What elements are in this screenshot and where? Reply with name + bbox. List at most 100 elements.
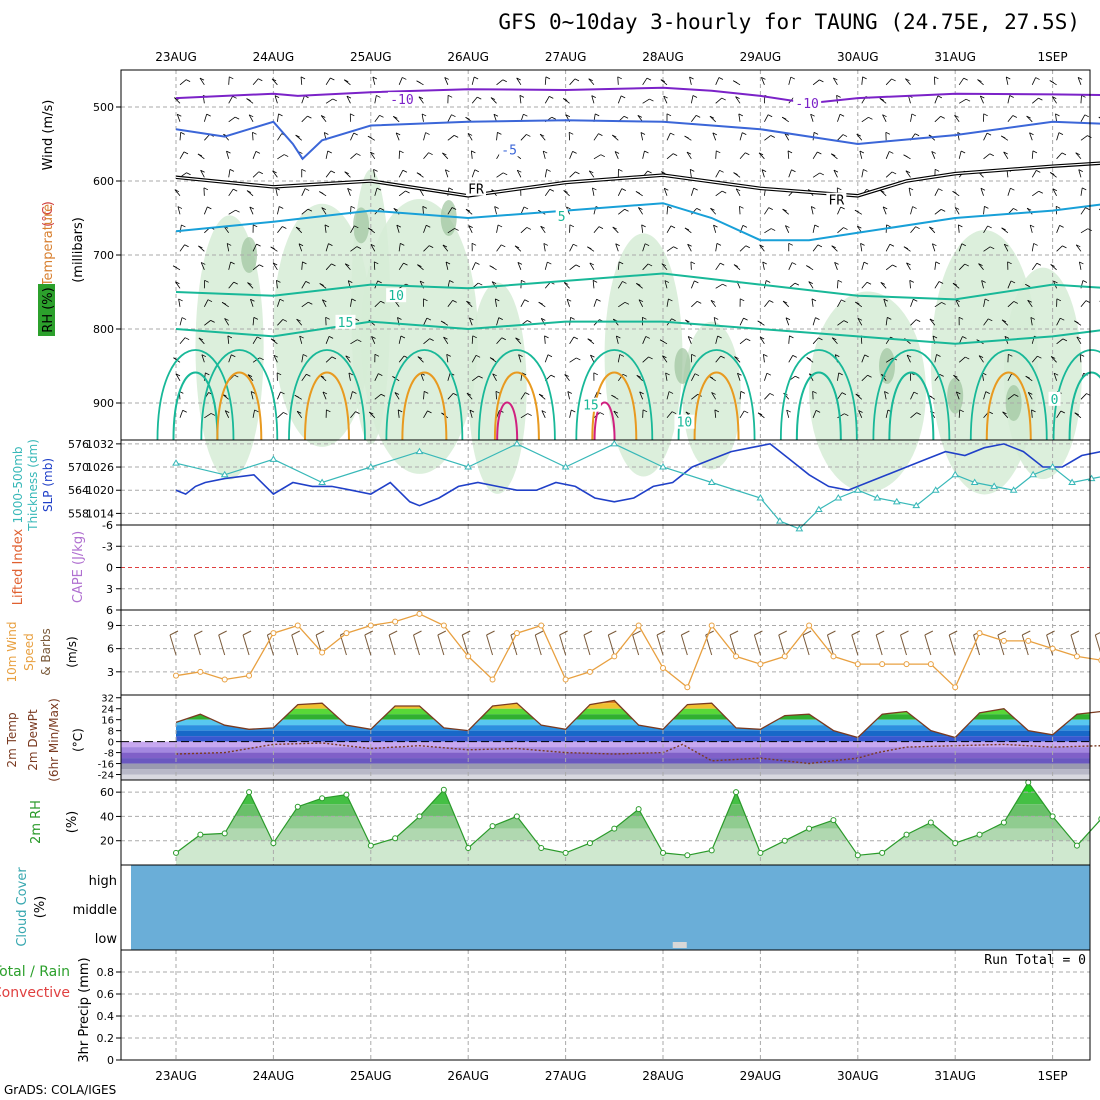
rh2m-point — [270, 840, 277, 847]
x-tick-label-bottom: 26AUG — [447, 1069, 489, 1083]
wind-barb — [325, 336, 330, 344]
wind-barb-10m — [656, 634, 664, 656]
wind-barb — [764, 373, 768, 381]
wind-speed-point — [367, 622, 374, 629]
wind-barb — [709, 115, 715, 119]
wind-barb — [690, 373, 696, 381]
wind-barb — [931, 151, 936, 154]
temperature-contour-loop — [779, 349, 858, 441]
wind-barb — [742, 224, 748, 228]
wind-barb — [642, 243, 646, 252]
wind-barb — [376, 95, 381, 98]
wind-barb — [395, 132, 400, 141]
wind-barb — [494, 298, 497, 307]
wind-barb — [913, 298, 918, 302]
wind-barb — [565, 114, 571, 118]
axis-label-slp: SLP (mb) — [41, 458, 55, 512]
wind-barb — [446, 354, 451, 357]
wind-barb — [573, 243, 578, 247]
wind-barb — [447, 114, 452, 122]
wind-barb — [646, 77, 652, 81]
wind-barb — [940, 115, 945, 119]
wind-barb — [592, 279, 598, 283]
wind-barb — [564, 374, 569, 377]
wind-barb — [276, 372, 282, 376]
wind-barb — [697, 300, 702, 304]
wind-barb — [613, 410, 619, 419]
wind-barb — [374, 115, 380, 123]
wind-barb — [395, 132, 401, 136]
wind-barb — [250, 299, 254, 307]
y-tick-label: 0.4 — [97, 1010, 115, 1023]
wind-barb — [576, 357, 581, 361]
wind-barb — [665, 372, 668, 381]
wind-barb — [203, 206, 208, 215]
wind-barb — [885, 171, 893, 178]
wind-barb — [831, 245, 836, 249]
wind-barb — [833, 169, 839, 173]
wind-barb — [274, 95, 278, 104]
wind-barb — [277, 226, 283, 234]
wind-barb — [891, 171, 897, 175]
wind-barb — [885, 151, 890, 159]
wind-barb — [811, 206, 816, 209]
wind-barb — [468, 225, 473, 228]
wind-barb — [690, 188, 695, 196]
rh2m-point — [246, 789, 253, 796]
rh2m-point — [489, 823, 496, 830]
wind-barb — [179, 132, 182, 141]
wind-barb — [1002, 411, 1009, 419]
wind-barb — [685, 319, 690, 323]
wind-barb — [759, 336, 765, 340]
wind-barb — [515, 337, 522, 345]
wind-barb — [1029, 132, 1034, 136]
rh2m-point — [538, 845, 545, 851]
wind-barb — [469, 409, 475, 413]
slp-point — [814, 505, 823, 513]
wind-barb — [371, 336, 376, 344]
wind-barb — [696, 207, 701, 211]
wind-barb — [1031, 77, 1036, 85]
wind-barb — [666, 132, 671, 141]
thickness-line — [175, 443, 1100, 507]
wind-barb — [353, 132, 358, 136]
axis-label-precip: 3hr Precip (mm) — [77, 957, 92, 1062]
wind-barb — [1079, 261, 1084, 265]
axis-label-wind: Wind (m/s) — [41, 100, 56, 171]
freezing-contour-center — [175, 162, 1100, 197]
wind-speed-point — [1073, 653, 1080, 660]
wind-barb — [694, 373, 700, 377]
wind-barb — [788, 262, 793, 270]
temperature-contour-loop — [478, 349, 556, 441]
wind-barb — [422, 205, 427, 209]
wind-barb — [539, 133, 545, 137]
wind-barb — [221, 301, 227, 305]
wind-barb — [496, 224, 499, 233]
wind-barb — [200, 170, 205, 178]
wind-barb — [956, 391, 961, 395]
wind-barb — [593, 226, 600, 234]
y-tick-label: 60 — [100, 786, 114, 799]
wind-barb — [398, 262, 404, 271]
wind-barb — [373, 261, 376, 270]
wind-speed-point — [1049, 645, 1056, 652]
temperature-contour — [175, 161, 1100, 198]
wind-barb — [396, 224, 401, 228]
wind-barb — [718, 77, 724, 80]
wind-barb — [230, 261, 235, 265]
wind-barb — [468, 317, 473, 326]
wind-barb — [1080, 207, 1086, 215]
wind-barb — [593, 133, 599, 141]
wind-barb — [544, 76, 547, 85]
wind-barb — [788, 335, 790, 344]
slp-point — [795, 524, 804, 532]
wind-barb — [442, 152, 447, 156]
wind-barb — [1031, 355, 1038, 363]
wind-barb — [622, 373, 628, 377]
wind-barb — [538, 393, 544, 397]
wind-barb — [572, 151, 577, 154]
wind-barb — [325, 263, 332, 271]
rh2m-point — [635, 806, 642, 813]
wind-barb — [547, 261, 552, 265]
wind-barb — [526, 134, 531, 137]
